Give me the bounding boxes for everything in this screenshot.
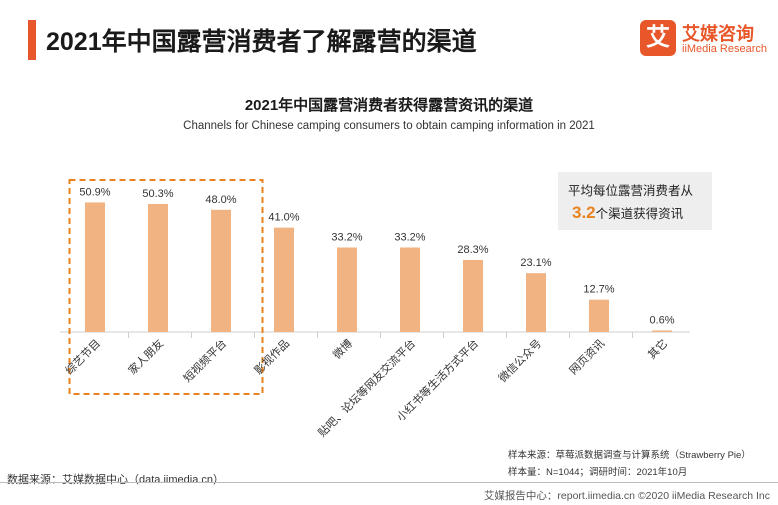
value-label-5: 33.2% [331,231,362,243]
value-label-8: 23.1% [520,257,551,269]
highlight-dashed-box [68,179,264,395]
callout-line2: 3.2个渠道获得资讯 [572,203,683,223]
bar-3 [211,209,231,332]
bar-6 [400,247,420,332]
iimedia-logo: 艾 艾媒咨询 iiMedia Research [640,20,770,60]
category-label-3: 短视频平台 [180,336,229,385]
value-label-1: 50.9% [79,186,110,198]
logo-mark: 艾 [640,20,676,56]
category-label-2: 家人朋友 [125,336,166,377]
title-accent-bar [28,20,36,60]
bar-8 [526,273,546,332]
bar-10 [652,330,672,332]
category-label-1: 综艺节目 [62,336,103,377]
category-label-4: 影视作品 [251,336,292,377]
callout-suffix: 个渠道获得资讯 [595,207,684,221]
category-label-5: 微博 [330,336,355,361]
category-label-9: 网页资讯 [567,337,607,377]
chart-subtitle: Channels for Chinese camping consumers t… [183,120,595,132]
page-title: 2021年中国露营消费者了解露营的渠道 [46,28,477,56]
bar-1 [85,202,105,332]
logo-cn-text: 艾媒咨询 [682,24,754,44]
category-label-8: 微信公众号 [495,336,544,385]
average-channels-callout: 平均每位露营消费者从 3.2个渠道获得资讯 [558,172,712,230]
value-label-7: 28.3% [457,244,488,256]
data-source-note: 数据来源：艾媒数据中心（data.iimedia.cn） [7,474,224,486]
value-label-4: 41.0% [268,212,299,224]
bar-5 [337,247,357,332]
logo-en-text: iiMedia Research [682,43,767,55]
bar-4 [274,227,294,332]
value-label-6: 33.2% [394,231,425,243]
footer-report-center: 艾媒报告中心：report.iimedia.cn ©2020 iiMedia R… [483,490,770,502]
value-label-10: 0.6% [649,314,674,326]
bar-9 [589,299,609,332]
bar-2 [148,203,168,332]
value-label-2: 50.3% [142,188,173,200]
callout-number: 3.2 [572,203,596,222]
sample-size-note: 样本量：N=1044；调研时间：2021年10月 [508,467,688,478]
callout-line1: 平均每位露营消费者从 [568,184,694,198]
bar-7 [463,259,483,332]
value-label-3: 48.0% [205,194,236,206]
value-label-9: 12.7% [583,284,614,296]
sample-source-note: 样本来源：草莓派数据调查与计算系统（Strawberry Pie） [508,450,751,461]
chart-title: 2021年中国露营消费者获得露营资讯的渠道 [244,97,534,114]
category-label-10: 其它 [645,336,670,361]
footer-divider [0,482,778,483]
